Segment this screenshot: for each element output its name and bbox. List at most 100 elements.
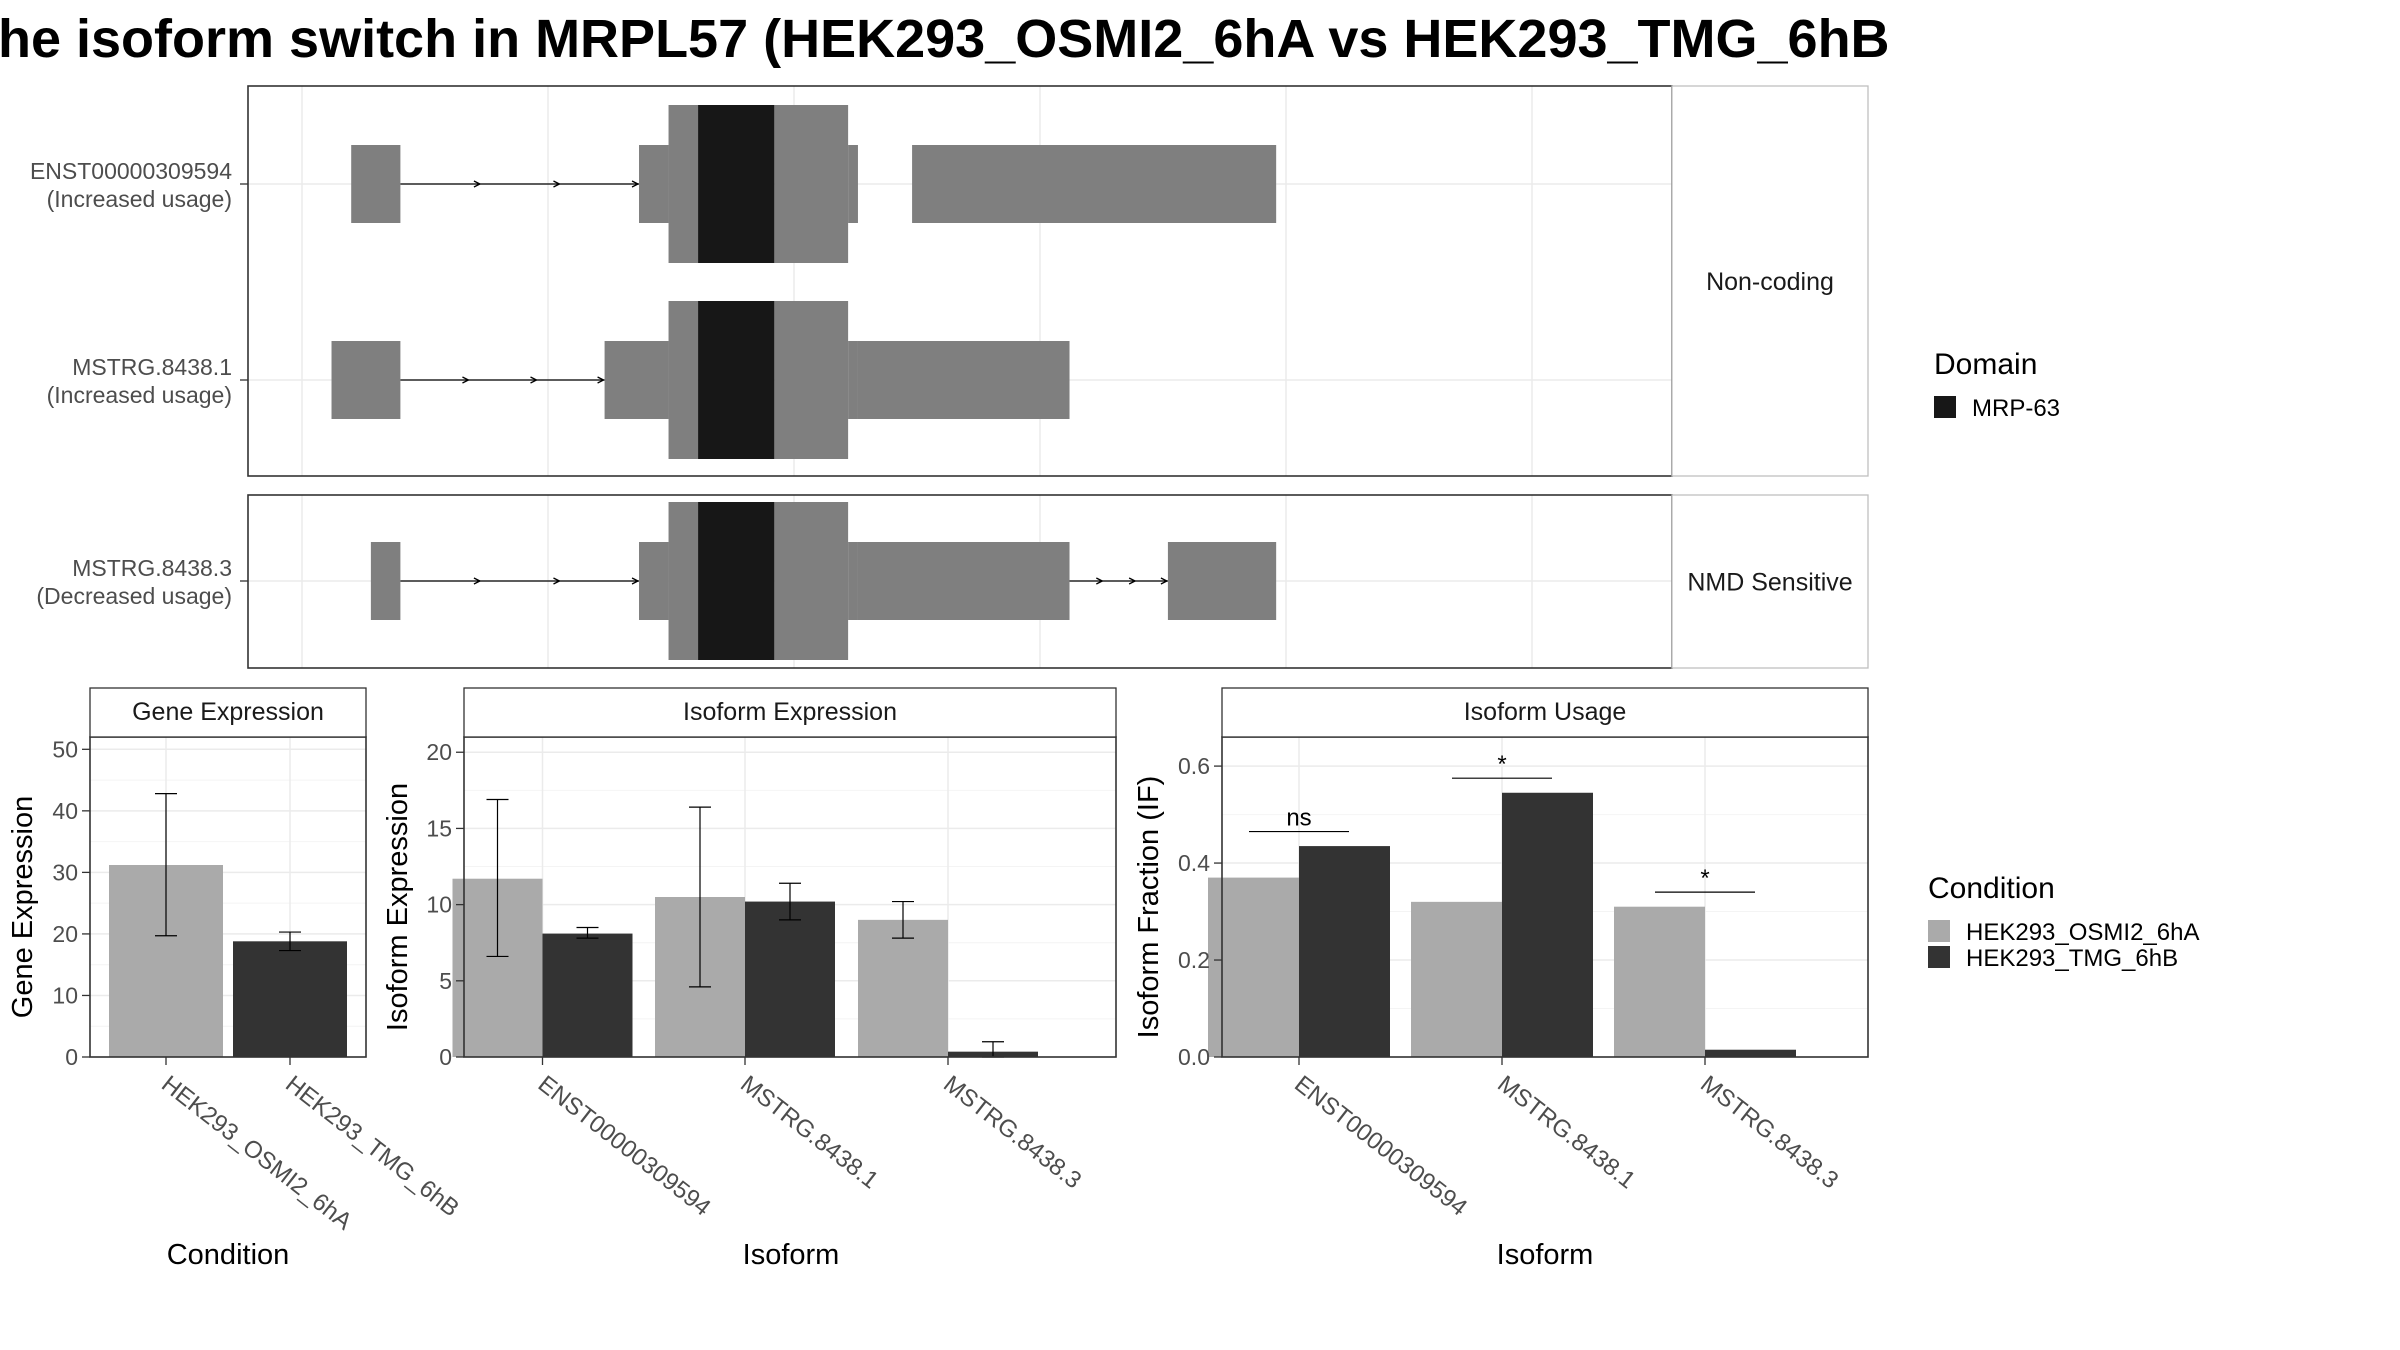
chart-title-strip: [1221, 687, 1869, 738]
domain-legend-swatch: [1934, 396, 1956, 418]
y-tick-label: 10: [426, 892, 452, 918]
bar-HEK293_TMG_6hB-MSTRG.8438.3: [1705, 1049, 1796, 1057]
transcript-name-label: MSTRG.8438.3: [72, 555, 232, 581]
bar-HEK293_TMG_6hB-ENST00000309594: [1299, 846, 1390, 1057]
y-tick-label: 30: [52, 859, 78, 885]
figure-title: he isoform switch in MRPL57 (HEK293_OSMI…: [0, 9, 1890, 69]
utr-exon: [848, 145, 858, 223]
structure-facet-1: MSTRG.8438.3(Decreased usage) NMD Sensiti…: [36, 494, 1869, 669]
intron-direction-arrow: [631, 180, 640, 188]
condition-legend-swatch: [1928, 946, 1950, 968]
transcript-MSTRG.8438.3: MSTRG.8438.3(Decreased usage): [36, 502, 1277, 660]
chart-title-strip: [463, 687, 1117, 738]
transcript-name-label: ENST00000309594: [30, 158, 232, 184]
y-tick-label: 10: [52, 982, 78, 1008]
y-tick-label: 20: [52, 921, 78, 947]
y-tick-label: 15: [426, 815, 452, 841]
facet-strip: [1671, 85, 1869, 477]
bar-HEK293_TMG_6hB: [233, 941, 347, 1057]
y-tick-label: 0.2: [1178, 947, 1210, 973]
facet-strip: [1671, 494, 1869, 669]
transcript-ENST00000309594: ENST00000309594(Increased usage): [30, 105, 1277, 263]
chart-title-strip: [89, 687, 367, 738]
bar-HEK293_OSMI2_6hA-ENST00000309594: [1208, 877, 1299, 1057]
coding-exon: [774, 502, 849, 660]
bar-HEK293_TMG_6hB-MSTRG.8438.1: [1502, 792, 1593, 1057]
coding-exon: [668, 105, 699, 263]
bar-HEK293_TMG_6hB-ENST00000309594: [542, 933, 633, 1057]
utr-exon: [857, 341, 1070, 419]
intron-direction-arrow: [553, 180, 561, 188]
intron-direction-arrow: [1160, 577, 1169, 585]
coding-exon: [668, 301, 699, 459]
utr-exon: [848, 542, 858, 620]
domain-legend-title: Domain: [1934, 348, 2037, 381]
intron-direction-arrow: [1128, 577, 1137, 585]
coding-exon: [668, 502, 699, 660]
transcript-usage-label: (Increased usage): [47, 382, 232, 408]
condition-legend-label: HEK293_TMG_6hB: [1966, 945, 2178, 972]
intron-direction-arrow: [473, 577, 482, 585]
transcript-name-label: MSTRG.8438.1: [72, 354, 232, 380]
domain-legend: Domain MRP-63: [1934, 348, 2060, 422]
chart-title: Isoform Expression: [683, 698, 897, 726]
y-tick-label: 20: [426, 739, 452, 765]
domain-mrp63: [698, 301, 775, 459]
y-tick-label: 0: [439, 1044, 452, 1070]
significance-label: *: [1700, 865, 1709, 892]
intron-direction-arrow: [597, 376, 606, 384]
coding-exon: [774, 301, 849, 459]
intron-direction-arrow: [462, 376, 470, 384]
utr-exon: [351, 145, 401, 223]
domain-mrp63: [698, 105, 775, 263]
y-tick-label: 0.6: [1178, 753, 1210, 779]
utr-exon: [639, 542, 669, 620]
utr-exon: [857, 542, 1070, 620]
condition-legend-swatch: [1928, 920, 1950, 942]
utr-exon: [604, 341, 669, 419]
y-tick-label: 0.0: [1178, 1044, 1210, 1070]
x-axis-title: Isoform: [743, 1239, 840, 1271]
y-axis-title: Isoform Expression: [382, 783, 414, 1031]
y-tick-label: 0.4: [1178, 850, 1210, 876]
transcript-structure-panel: ENST00000309594(Increased usage)MSTRG.84…: [30, 85, 1869, 669]
y-axis-title: Gene Expression: [7, 796, 39, 1018]
y-tick-label: 50: [52, 736, 78, 762]
intron-direction-arrow: [530, 376, 538, 384]
bar-HEK293_TMG_6hB-MSTRG.8438.1: [745, 901, 835, 1057]
chart-1: Isoform Expression 0 5 10 15 20 Isoform Expres…: [382, 687, 1117, 1271]
intron-direction-arrow: [553, 577, 561, 585]
bar-HEK293_OSMI2_6hA-MSTRG.8438.1: [1411, 901, 1502, 1057]
y-tick-label: 5: [439, 968, 452, 994]
transcript-MSTRG.8438.1: MSTRG.8438.1(Increased usage): [47, 301, 1070, 459]
intron-direction-arrow: [631, 577, 640, 585]
utr-exon: [639, 145, 669, 223]
facet-strip-label: Non-coding: [1706, 268, 1834, 296]
y-tick-label: 0: [65, 1044, 78, 1070]
intron-direction-arrow: [1096, 577, 1104, 585]
y-tick-label: 40: [52, 798, 78, 824]
transcript-usage-label: (Decreased usage): [36, 583, 232, 609]
chart-title: Isoform Usage: [1464, 698, 1627, 726]
legends: Domain MRP-63 Condition HEK293_OSMI2_6hAHEK…: [1928, 348, 2199, 972]
utr-exon: [331, 341, 401, 419]
bar-HEK293_OSMI2_6hA-MSTRG.8438.3: [1614, 906, 1705, 1057]
domain-mrp63: [698, 502, 775, 660]
utr-exon: [848, 341, 858, 419]
significance-label: ns: [1286, 805, 1311, 832]
utr-exon: [370, 542, 401, 620]
condition-legend-label: HEK293_OSMI2_6hA: [1966, 919, 2199, 946]
coding-exon: [774, 105, 849, 263]
facet-strip-label: NMD Sensitive: [1687, 569, 1852, 597]
x-axis-title: Condition: [167, 1239, 290, 1271]
y-axis-title: Isoform Fraction (IF): [1133, 776, 1165, 1039]
chart-title: Gene Expression: [132, 698, 324, 726]
x-axis-title: Isoform: [1497, 1239, 1594, 1271]
domain-legend-label: MRP-63: [1972, 395, 2060, 422]
intron-direction-arrow: [473, 180, 482, 188]
significance-label: *: [1497, 751, 1506, 778]
